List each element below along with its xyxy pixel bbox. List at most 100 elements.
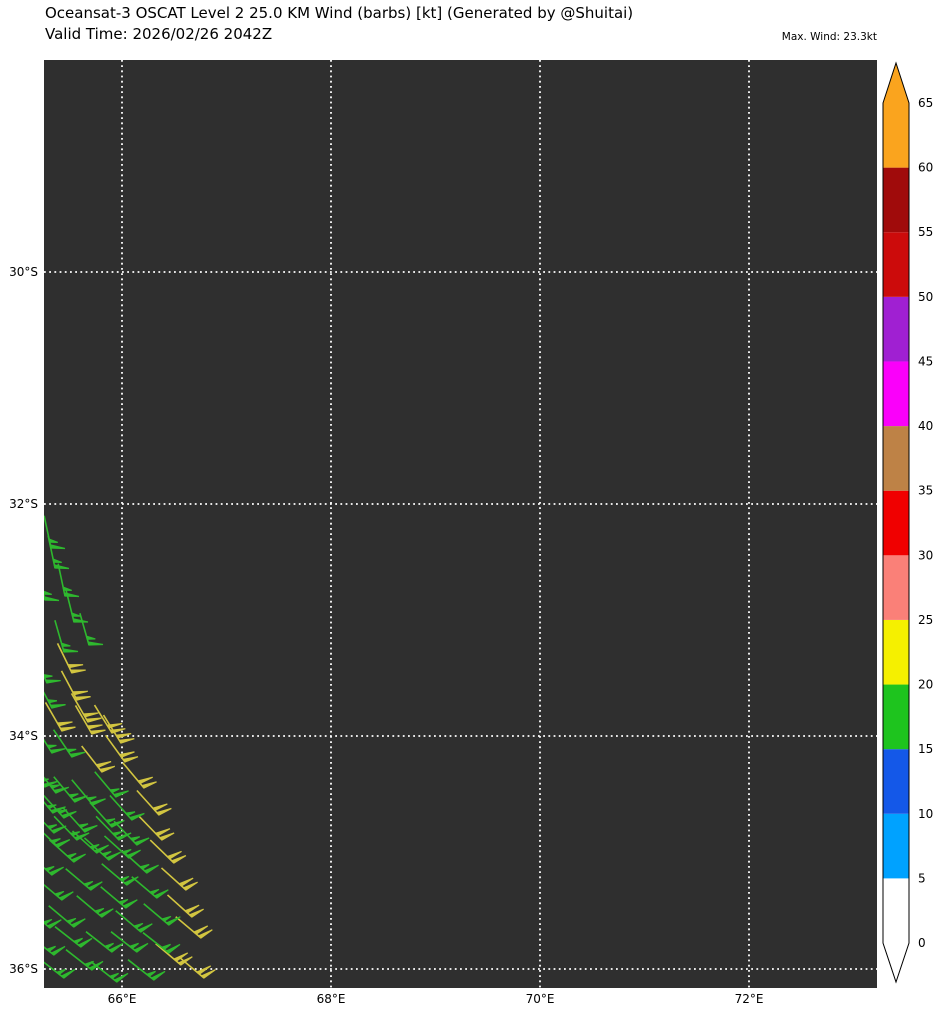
colorbar-extend-under [883, 943, 909, 982]
wind-barb [131, 876, 169, 899]
wind-barb [115, 910, 153, 933]
colorbar-band [883, 749, 909, 814]
wind-barb [90, 961, 129, 983]
colorbar-tick-label: 50 [918, 290, 933, 304]
wind-barb [54, 926, 93, 948]
wind-barb [44, 865, 64, 876]
colorbar: 0 5 10 15 20 25 30 35 40 45 50 55 60 65 [882, 61, 933, 984]
y-tick-label: 32°S [9, 497, 38, 511]
colorbar-tick-label: 60 [918, 161, 933, 175]
wind-barb [71, 779, 106, 806]
colorbar-band [883, 167, 909, 233]
wind-barb [74, 705, 106, 735]
colorbar-band [883, 878, 909, 943]
wind-barb [44, 590, 60, 602]
wind-barb [44, 776, 70, 794]
colorbar-band [883, 684, 909, 750]
y-tick-label: 30°S [9, 265, 38, 279]
wind-barb [143, 903, 181, 926]
colorbar-outline [882, 61, 910, 984]
wind-barb [121, 850, 159, 874]
wind-barb [100, 886, 138, 909]
colorbar-band [883, 361, 909, 427]
wind-barb [175, 916, 213, 939]
wind-barb [48, 905, 86, 928]
colorbar-tick-label: 30 [918, 548, 933, 562]
wind-barb [76, 895, 114, 918]
wind-barb [102, 714, 135, 744]
colorbar-band [883, 619, 909, 685]
wind-barb [81, 745, 116, 773]
wind-barb [138, 815, 175, 841]
max-wind-label: Max. Wind: 23.3kt [781, 31, 877, 43]
x-tick-label: 68°E [316, 992, 346, 1006]
wind-barb [44, 961, 76, 979]
wind-barb [166, 894, 204, 918]
wind-barb [52, 729, 86, 758]
wind-barb [44, 821, 67, 834]
wind-barb [44, 691, 66, 709]
wind-barb [142, 932, 181, 954]
wind-barb [85, 931, 124, 953]
wind-barb [62, 806, 98, 833]
wind-barb [127, 959, 166, 981]
wind-barb [44, 702, 76, 732]
colorbar-extend-over [883, 63, 909, 103]
wind-barb [122, 762, 157, 789]
wind-barb [178, 956, 216, 979]
wind-barb [160, 867, 198, 891]
colorbar-tick-label: 45 [918, 354, 933, 368]
colorbar-tick-label: 0 [918, 936, 926, 950]
colorbar-tick-label: 65 [918, 96, 933, 110]
wind-barb [79, 613, 104, 646]
colorbar-tick-label: 10 [918, 807, 933, 821]
colorbar-band [883, 103, 909, 168]
colorbar-band [883, 555, 909, 620]
wind-barb [113, 820, 150, 846]
x-tick-label: 70°E [525, 992, 555, 1006]
page-title: Oceansat-3 OSCAT Level 2 25.0 KM Wind (b… [45, 4, 634, 22]
colorbar-tick-label: 25 [918, 613, 933, 627]
colorbar-band [883, 490, 909, 556]
wind-barb [109, 794, 145, 821]
wind-barb [70, 693, 102, 723]
colorbar-band [883, 296, 909, 362]
wind-barb [44, 945, 66, 956]
wind-barb [65, 589, 89, 623]
wind-barb [94, 771, 129, 798]
plot-area [44, 60, 877, 988]
wind-barb [54, 620, 79, 653]
colorbar-tick-label: 35 [918, 484, 933, 498]
wind-barb [104, 734, 139, 763]
colorbar-band [883, 426, 909, 491]
wind-barb [44, 883, 74, 901]
wind-barb [48, 839, 86, 863]
wind-barb [65, 868, 103, 891]
valid-time-label: Valid Time: 2026/02/26 2042Z [45, 25, 273, 43]
wind-barb [83, 837, 121, 861]
wind-barb [149, 839, 187, 864]
wind-barb [53, 776, 88, 803]
wind-barb [44, 674, 61, 684]
colorbar-tick-label: 15 [918, 742, 933, 756]
colorbar-band [883, 813, 909, 879]
x-tick-label: 72°E [734, 992, 764, 1006]
wind-barb [136, 789, 172, 816]
wind-barb [110, 931, 149, 953]
colorbar-tick-label: 40 [918, 419, 933, 433]
wind-barb [44, 918, 62, 929]
colorbar-tick-label: 55 [918, 225, 933, 239]
wind-barb [155, 943, 193, 966]
wind-barb [44, 738, 66, 754]
wind-barb [89, 801, 125, 828]
colorbar-band [883, 232, 909, 297]
y-tick-label: 34°S [9, 729, 38, 743]
wind-barb [56, 642, 86, 674]
y-tick-label: 36°S [9, 962, 38, 976]
map-background [44, 60, 877, 988]
x-tick-label: 66°E [107, 992, 137, 1006]
colorbar-tick-label: 5 [918, 871, 926, 885]
wind-barb [60, 670, 91, 701]
colorbar-tick-label: 20 [918, 678, 933, 692]
